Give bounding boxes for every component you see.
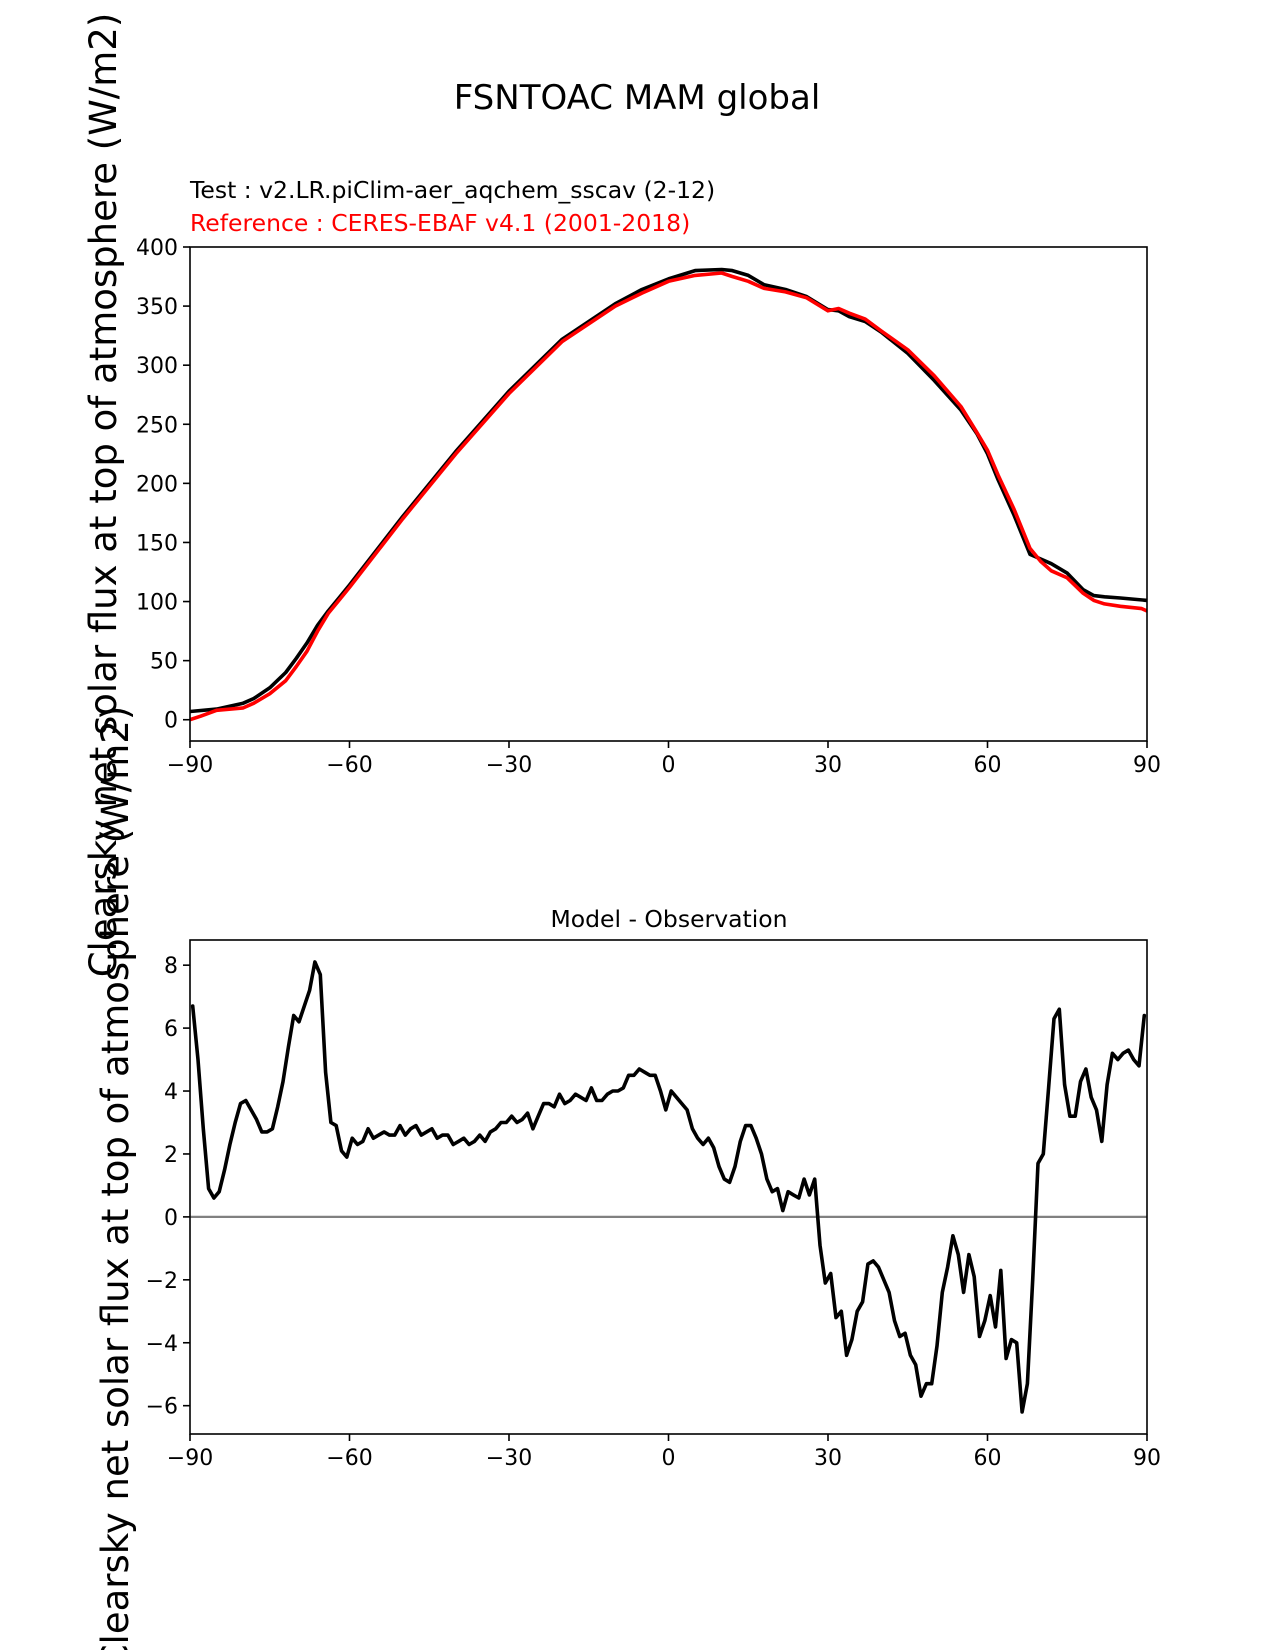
x-tick-label: −30 — [486, 1446, 532, 1471]
y-tick-label: 250 — [136, 413, 178, 438]
y-tick-label: −2 — [146, 1269, 178, 1294]
y-tick-label: 0 — [164, 1206, 178, 1231]
y-tick-label: 4 — [164, 1080, 178, 1105]
y-tick-label: 6 — [164, 1017, 178, 1042]
bottom-panel-ylabel: Clearsky net solar flux at top of atmosp… — [94, 706, 137, 1650]
y-tick-label: 8 — [164, 954, 178, 979]
x-tick-label: 0 — [662, 753, 676, 778]
y-tick-label: 100 — [136, 591, 178, 616]
y-tick-label: 300 — [136, 354, 178, 379]
y-tick-label: 150 — [136, 531, 178, 556]
x-tick-label: 60 — [974, 753, 1002, 778]
x-tick-label: −90 — [167, 753, 213, 778]
legend-test: Test : v2.LR.piClim-aer_aqchem_sscav (2-… — [189, 176, 715, 204]
y-tick-label: 400 — [136, 236, 178, 261]
series-line-reference — [190, 271, 1147, 722]
y-tick-label: 2 — [164, 1143, 178, 1168]
axes-frame — [189, 939, 1148, 1435]
x-tick-label: 90 — [1133, 753, 1161, 778]
series-line-difference — [190, 960, 1147, 1414]
legend-reference: Reference : CERES-EBAF v4.1 (2001-2018) — [190, 209, 690, 237]
bottom-panel: −90 −60 −30 0 30 60 90 −6 −4 −2 0 2 4 6 8 — [146, 939, 1161, 1471]
series-line-test — [190, 267, 1147, 714]
y-tick-label: −4 — [146, 1332, 178, 1357]
y-tick-label: 200 — [136, 472, 178, 497]
y-tick-label: −6 — [146, 1395, 178, 1420]
figure-title: FSNTOAC MAM global — [454, 78, 821, 118]
x-tick-label: 0 — [662, 1446, 676, 1471]
y-tick-label: 50 — [150, 650, 178, 675]
x-tick-label: 30 — [814, 1446, 842, 1471]
x-tick-label: 30 — [814, 753, 842, 778]
x-tick-label: 60 — [974, 1446, 1002, 1471]
top-panel-ylabel: Clearsky net solar flux at top of atmosp… — [82, 13, 125, 978]
y-tick-label: 0 — [164, 709, 178, 734]
x-tick-label: −60 — [326, 1446, 372, 1471]
x-tick-label: 90 — [1133, 1446, 1161, 1471]
x-tick-label: −30 — [486, 753, 532, 778]
x-tick-label: −90 — [167, 1446, 213, 1471]
x-tick-label: −60 — [326, 753, 372, 778]
top-panel: −90 −60 −30 0 30 60 90 0 50 100 150 200 250 300 350 400 — [136, 236, 1161, 778]
y-tick-label: 350 — [136, 295, 178, 320]
bottom-panel-title: Model - Observation — [550, 905, 787, 933]
